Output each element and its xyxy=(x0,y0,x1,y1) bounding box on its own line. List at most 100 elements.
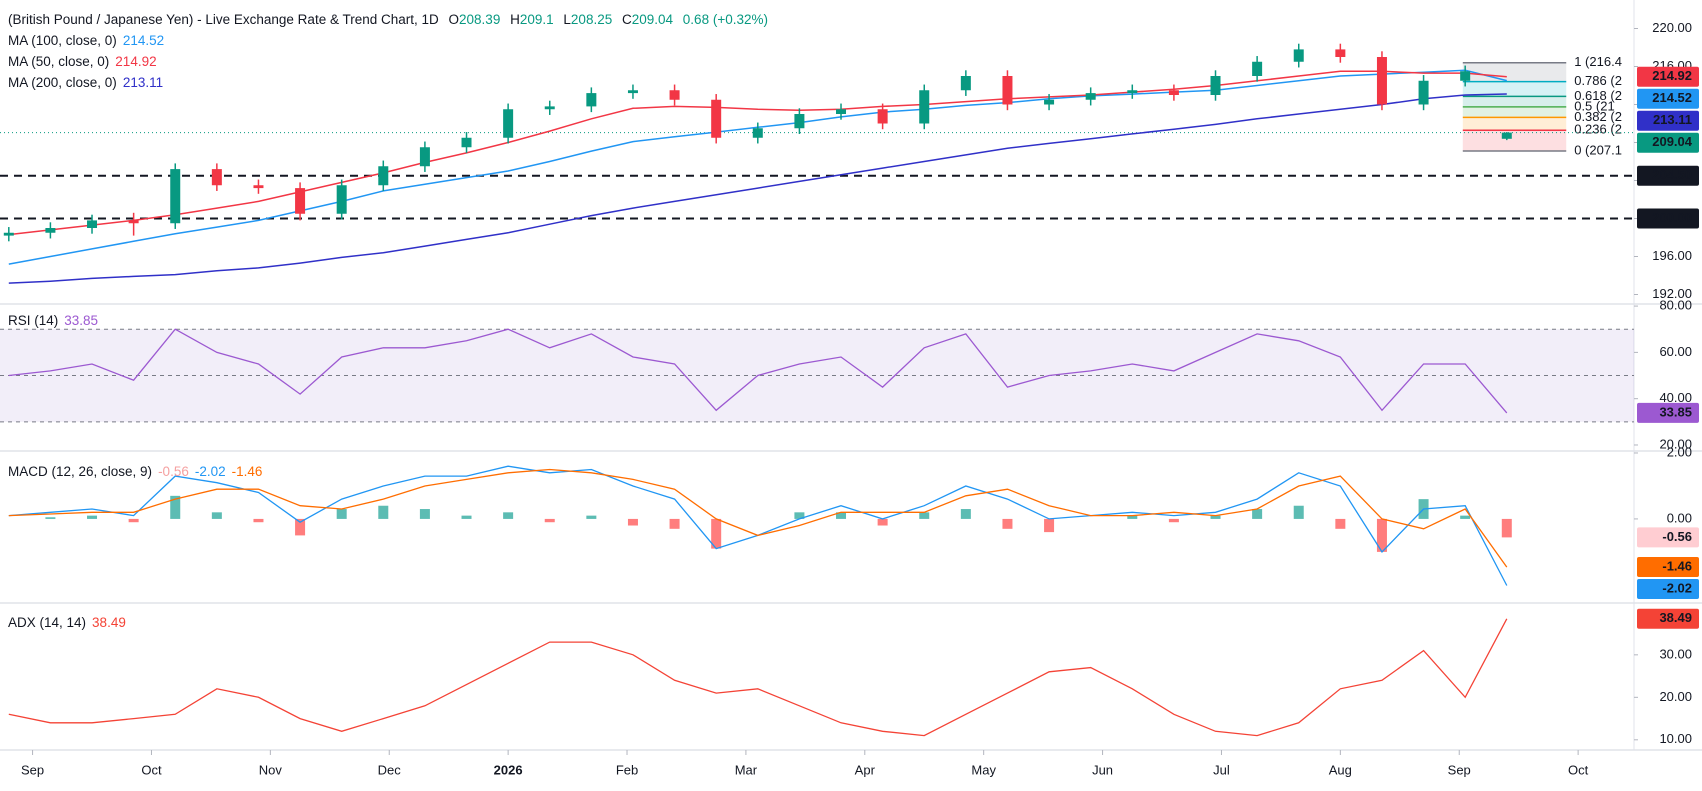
legend-name: MA (200, close, 0) xyxy=(8,75,117,90)
candle-body xyxy=(503,109,514,138)
y-tick-label: 0.00 xyxy=(1667,510,1692,525)
fib-band xyxy=(1462,117,1567,131)
histogram-bar xyxy=(1460,515,1471,519)
candle-body xyxy=(627,90,638,94)
candle-body xyxy=(669,90,680,100)
candle-body xyxy=(295,188,306,214)
candle-body xyxy=(1127,90,1138,94)
fib-label: 0 (207.1 xyxy=(1574,142,1622,157)
y-tick-label: 10.00 xyxy=(1659,731,1692,746)
legend-value: -0.56 xyxy=(158,464,189,479)
legend-value: 214.92 xyxy=(115,54,157,69)
candle-body xyxy=(1501,132,1512,139)
candle-body xyxy=(253,185,264,189)
macd-legend: MACD (12, 26, close, 9) -0.56 -2.02 -1.46 xyxy=(8,464,262,479)
fib-label: 0.5 (21 xyxy=(1574,98,1614,113)
x-tick-label: Sep xyxy=(21,762,44,777)
candle-body xyxy=(794,114,805,129)
histogram-bar xyxy=(1210,515,1221,519)
symbol-title: (British Pound / Japanese Yen) - Live Ex… xyxy=(8,12,439,27)
x-tick-label: Mar xyxy=(735,762,758,777)
symbol-header: (British Pound / Japanese Yen) - Live Ex… xyxy=(8,12,768,27)
fib-band xyxy=(1462,62,1567,82)
fib-label: 0.236 (2 xyxy=(1574,122,1622,137)
candle-body xyxy=(1418,80,1429,105)
axis-value-label: 200.00 xyxy=(1652,210,1692,225)
moving-average-line xyxy=(8,69,1507,265)
candle-body xyxy=(1044,99,1055,105)
x-tick-label: 2026 xyxy=(494,762,523,777)
axis-value-label: -1.46 xyxy=(1662,558,1692,573)
candle-body xyxy=(1168,90,1179,95)
candle-body xyxy=(836,109,847,114)
histogram-bar xyxy=(1168,518,1179,523)
ohlc-label: O xyxy=(448,12,460,27)
legend-value: 38.49 xyxy=(92,615,126,630)
candle-body xyxy=(419,147,430,167)
histogram-bar xyxy=(1044,518,1055,533)
axis-value-box xyxy=(1637,579,1699,600)
histogram-bar xyxy=(503,512,514,519)
fib-label: 0.618 (2 xyxy=(1574,88,1622,103)
candle-body xyxy=(170,169,181,224)
histogram-bar xyxy=(253,518,264,523)
histogram-bar xyxy=(128,518,139,523)
ohlc-value: 209.1 xyxy=(519,12,554,27)
histogram-bar xyxy=(45,517,56,519)
histogram-bar xyxy=(336,509,347,519)
indicator-line xyxy=(8,468,1508,568)
indicator-line xyxy=(8,618,1508,737)
ohlc-label: H xyxy=(510,12,520,27)
fib-label: 1 (216.4 xyxy=(1574,54,1622,69)
candle-body xyxy=(336,185,347,214)
legend-value: 214.52 xyxy=(122,33,165,48)
histogram-bar xyxy=(1127,515,1138,519)
ohlc-value: 208.39 xyxy=(459,12,501,27)
candle-body xyxy=(960,76,971,91)
y-tick-label: 20.00 xyxy=(1659,689,1692,704)
x-tick-label: May xyxy=(971,762,996,777)
legend-value: -2.02 xyxy=(194,464,226,479)
histogram-bar xyxy=(1252,509,1263,519)
axis-value-box xyxy=(1637,557,1699,578)
legend-name: ADX (14, 14) xyxy=(8,615,87,630)
histogram-bar xyxy=(1002,518,1013,529)
fib-band xyxy=(1462,96,1567,107)
x-tick-label: Jul xyxy=(1213,762,1230,777)
candle-body xyxy=(1335,49,1346,57)
candle-body xyxy=(586,93,597,107)
legend-value: 33.85 xyxy=(64,313,99,328)
legend-value: 213.11 xyxy=(122,75,164,90)
histogram-bar xyxy=(586,515,597,519)
x-tick-label: Sep xyxy=(1448,762,1471,777)
x-tick-label: Aug xyxy=(1329,762,1352,777)
histogram-bar xyxy=(877,518,888,526)
rsi-legend: RSI (14) 33.85 xyxy=(8,313,98,328)
ohlc-value: 209.04 xyxy=(631,12,674,27)
histogram-bar xyxy=(1501,518,1512,538)
histogram-bar xyxy=(461,515,472,519)
axis-value-box xyxy=(1637,88,1699,109)
y-tick-label: 196.00 xyxy=(1652,248,1692,263)
axis-value-label: 38.49 xyxy=(1659,610,1692,625)
candle-body xyxy=(211,169,222,186)
histogram-bar xyxy=(1376,518,1387,552)
x-tick-label: Feb xyxy=(616,762,638,777)
histogram-bar xyxy=(295,518,306,536)
fib-label: 0.382 (2 xyxy=(1574,109,1622,124)
axis-value-box xyxy=(1637,208,1699,229)
histogram-bar xyxy=(1335,518,1346,529)
ohlc-label: L xyxy=(563,12,571,27)
axis-value-box xyxy=(1637,527,1699,548)
candle-body xyxy=(1376,57,1387,105)
x-tick-label: Dec xyxy=(378,762,402,777)
fib-band xyxy=(1462,106,1567,118)
y-tick-label: 40.00 xyxy=(1659,390,1692,405)
axis-value-label: -0.56 xyxy=(1662,529,1692,544)
ma-legend: MA (50, close, 0) 214.92 xyxy=(8,54,157,69)
histogram-bar xyxy=(960,509,971,519)
x-tick-label: Oct xyxy=(1568,762,1589,777)
moving-average-line xyxy=(8,93,1507,284)
